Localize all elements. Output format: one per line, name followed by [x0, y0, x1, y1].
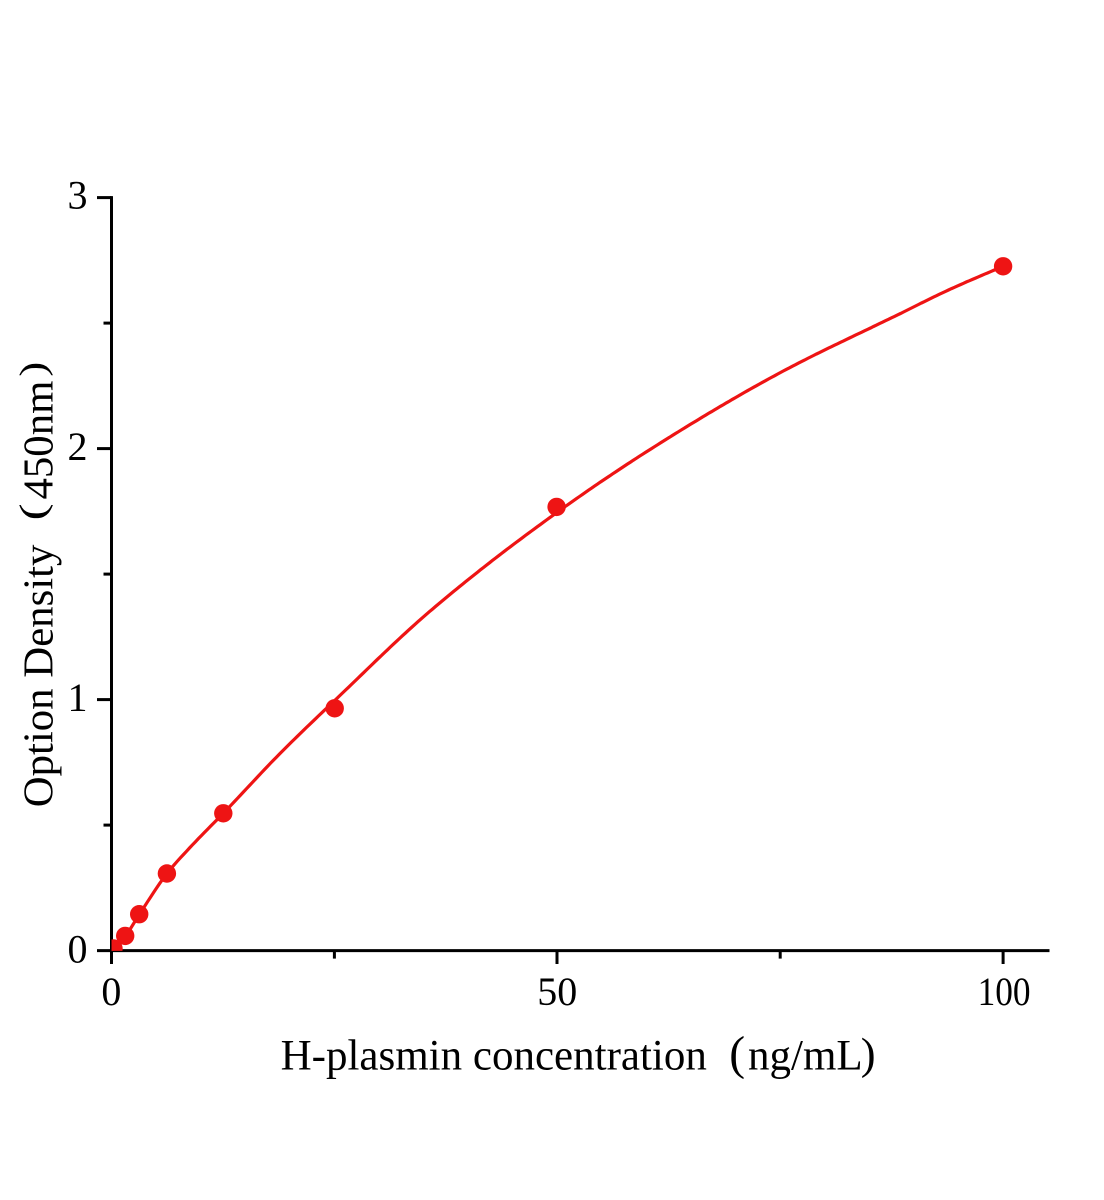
svg-text:3: 3 — [68, 173, 88, 218]
svg-text:450nm: 450nm — [15, 381, 62, 500]
svg-text:(: ( — [12, 503, 53, 520]
svg-text:H-plasmin concentration: H-plasmin concentration — [281, 1032, 707, 1079]
svg-text:(: ( — [729, 1028, 745, 1080]
svg-text:Option Density: Option Density — [15, 544, 62, 807]
svg-text:): ) — [12, 362, 53, 377]
svg-text:100: 100 — [978, 969, 1031, 1014]
svg-text:ng/mL: ng/mL — [748, 1032, 863, 1079]
svg-text:2: 2 — [68, 424, 88, 469]
svg-text:): ) — [861, 1029, 876, 1079]
svg-text:1: 1 — [68, 675, 88, 720]
svg-text:50: 50 — [537, 969, 577, 1014]
svg-text:0: 0 — [68, 926, 88, 971]
svg-text:0: 0 — [101, 969, 121, 1014]
